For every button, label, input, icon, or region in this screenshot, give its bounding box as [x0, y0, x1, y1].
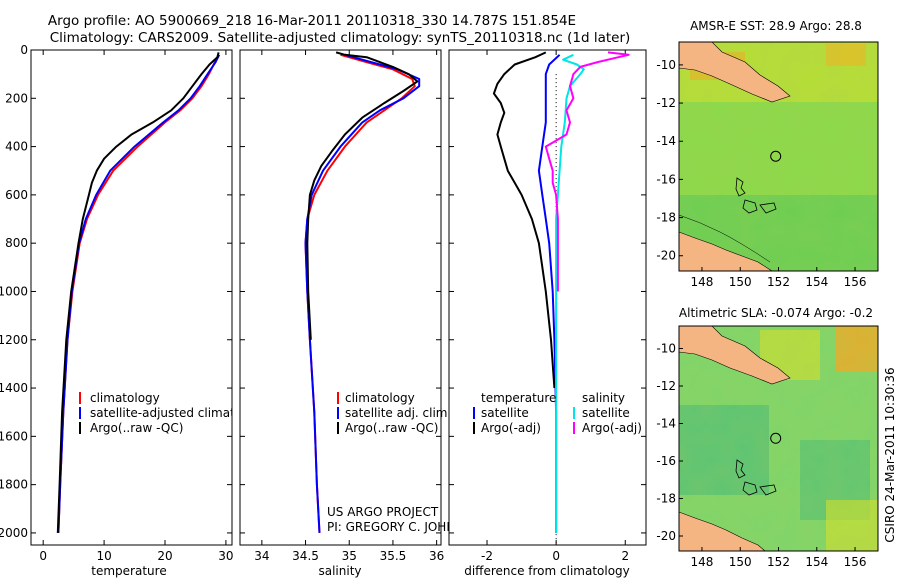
sla-map-xtick-label-3: 154: [805, 555, 828, 569]
sla-map-title: Altimetric SLA: -0.074 Argo: -0.2: [679, 306, 873, 320]
temperature-xtick-label-3: 30: [218, 549, 233, 563]
sst-map-xtick-label-1: 150: [729, 275, 752, 289]
difference-xtick-label-0: -2: [481, 549, 493, 563]
sst-map-ytick-label-5: -20: [656, 249, 676, 263]
sst-map-argo-marker: [770, 150, 782, 162]
temperature-xtick-label-2: 20: [157, 549, 172, 563]
sla-map-ytick-label-3: -16: [656, 454, 676, 468]
pi-credit: PI: GREGORY C. JOHNSON: [327, 520, 481, 534]
salinity-xtick-label-3: 35.5: [380, 549, 407, 563]
sst-map-reef-outline: [735, 177, 777, 214]
temperature-series-1: [57, 54, 221, 533]
difference-panel: -2 0 2 difference from climatology tempera…: [448, 49, 647, 578]
sst-map-xtick-label-0: 148: [691, 275, 714, 289]
sst-map-title: AMSR-E SST: 28.9 Argo: 28.8: [690, 19, 862, 33]
temperature-ytick-label-4: 800: [5, 236, 28, 250]
legend-sal-satellite-label: satellite adj. clim.: [345, 406, 451, 420]
difference-series-2: [555, 53, 585, 533]
sla-map-xtick-label-2: 152: [767, 555, 790, 569]
sla-map-ytick-label-2: -14: [656, 417, 676, 431]
sla-map-ytick-label-5: -20: [656, 529, 676, 543]
sla-map-xtick-label-0: 148: [691, 555, 714, 569]
temperature-plot-frame: [30, 49, 233, 546]
sla-map-reef-outline: [735, 459, 777, 496]
salinity-xtick-label-2: 35: [342, 549, 357, 563]
sst-map-ytick-label-4: -18: [656, 211, 676, 225]
salinity-plot-frame: [239, 49, 442, 546]
salinity-xtick-label-1: 34.5: [292, 549, 319, 563]
temperature-series-2: [56, 52, 220, 533]
project-credit: US ARGO PROJECT: [327, 505, 439, 519]
sla-map-xtick-label-1: 150: [729, 555, 752, 569]
salinity-legend: climatology satellite adj. clim. Argo(..…: [337, 391, 451, 435]
temperature-legend: climatology satellite-adjusted climatolo…: [79, 391, 268, 435]
sst-map-xtick-label-4: 156: [844, 275, 867, 289]
temperature-ytick-label-9: 1800: [0, 478, 28, 492]
sla-map-ytick-label-4: -18: [656, 492, 676, 506]
temperature-xlabel: temperature: [91, 564, 166, 578]
sst-map-shelf-contour: [678, 214, 771, 263]
temperature-panel: 0 10 20 30 0 200 400 600 800 1000 1200 1400 1600 1800…: [0, 43, 268, 578]
temperature-ytick-label-10: 2000: [0, 526, 28, 540]
sla-map-ytick-label-1: -12: [656, 379, 676, 393]
temperature-ytick-label-2: 400: [5, 140, 28, 154]
legend-temp-satellite-label: satellite: [481, 406, 529, 420]
sla-map-xtick-label-4: 156: [844, 555, 867, 569]
difference-xtick-label-2: 2: [621, 549, 629, 563]
sla-map-argo-marker: [770, 432, 782, 444]
legend-sal-climatology-label: climatology: [345, 391, 415, 405]
sla-map-png-land: [678, 325, 791, 385]
salinity-xtick-label-0: 34: [254, 549, 269, 563]
sla-map-texture: [679, 326, 878, 551]
legend-temp-argo-label: Argo(-adj): [481, 421, 541, 435]
sst-map-png-land: [678, 41, 791, 103]
sst-map-ytick-label-3: -16: [656, 172, 676, 186]
temperature-ytick-label-6: 1200: [0, 333, 28, 347]
difference-legend: temperature satellite Argo(-adj) salinit…: [473, 391, 642, 435]
temperature-ytick-label-7: 1400: [0, 381, 28, 395]
legend-sal-sat-label: satellite: [582, 406, 630, 420]
sst-map-xtick-label-2: 152: [767, 275, 790, 289]
salinity-series-2: [306, 51, 419, 340]
sst-map-ytick-label-1: -12: [656, 96, 676, 110]
temperature-xtick-label-0: 0: [39, 549, 47, 563]
temperature-frame-mask: [232, 380, 240, 440]
legend-salinity-title: salinity: [582, 391, 625, 405]
legend-argo-label: Argo(..raw -QC): [90, 421, 183, 435]
difference-plot-frame: [448, 49, 647, 546]
temperature-ytick-label-1: 200: [5, 91, 28, 105]
legend-sal-argo-diff-label: Argo(-adj): [582, 421, 642, 435]
sla-map-panel: Altimetric SLA: -0.074 Argo: -0.2 148 150…: [656, 306, 879, 569]
csiro-timestamp: CSIRO 24-Mar-2011 10:30:36: [883, 367, 897, 542]
sst-map-ytick-label-2: -14: [656, 134, 676, 148]
figure-title-line1: Argo profile: AO 5900669_218 16-Mar-2011…: [48, 13, 576, 29]
sst-map-xtick-label-3: 154: [805, 275, 828, 289]
legend-temperature-title: temperature: [481, 391, 556, 405]
figure-title-line2: Climatology: CARS2009. Satellite-adjuste…: [50, 30, 631, 46]
legend-satellite-label: satellite-adjusted climatology: [90, 406, 268, 420]
salinity-xtick-label-4: 36: [429, 549, 444, 563]
salinity-xlabel: salinity: [318, 564, 361, 578]
sst-map-texture: [679, 42, 878, 271]
salinity-series-1: [304, 53, 421, 533]
temperature-xtick-label-1: 10: [96, 549, 111, 563]
legend-sal-argo-label: Argo(..raw -QC): [345, 421, 438, 435]
difference-series-1: [492, 51, 556, 389]
temperature-ytick-label-8: 1600: [0, 429, 28, 443]
difference-xtick-label-1: 0: [552, 549, 560, 563]
salinity-panel: 34 34.5 35 35.5 36 salinity climatology sate…: [239, 49, 481, 578]
sst-map-panel: AMSR-E SST: 28.9 Argo: 28.8 148 150 152 154…: [656, 19, 879, 289]
temperature-ytick-label-5: 1000: [0, 284, 28, 298]
difference-series-3: [544, 51, 630, 292]
temperature-ytick-label-3: 600: [5, 188, 28, 202]
legend-climatology-label: climatology: [90, 391, 160, 405]
difference-xlabel: difference from climatology: [464, 564, 630, 578]
sst-map-ytick-label-0: -10: [656, 58, 676, 72]
sla-map-ytick-label-0: -10: [656, 342, 676, 356]
temperature-ytick-label-0: 0: [20, 43, 28, 57]
